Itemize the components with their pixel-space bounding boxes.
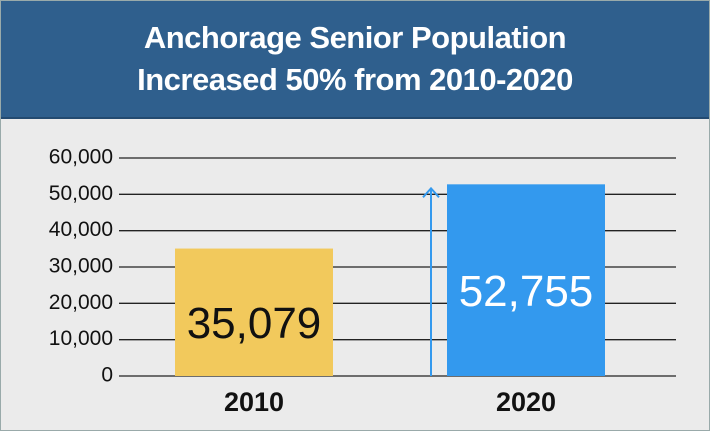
value-label: 52,755 bbox=[459, 267, 594, 316]
y-tick-label: 60,000 bbox=[49, 146, 113, 169]
bar bbox=[447, 184, 605, 376]
y-tick-label: 10,000 bbox=[49, 327, 113, 350]
chart-title: Anchorage Senior Population Increased 50… bbox=[137, 20, 573, 97]
x-tick-label: 2010 bbox=[224, 387, 284, 417]
header: Anchorage Senior Population Increased 50… bbox=[1, 1, 709, 119]
bar bbox=[175, 248, 333, 376]
y-tick-label: 20,000 bbox=[49, 291, 113, 314]
growth-arrow-head bbox=[422, 186, 440, 198]
value-label: 35,079 bbox=[187, 299, 322, 348]
y-tick-label: 50,000 bbox=[49, 182, 113, 205]
x-tick-label: 2020 bbox=[496, 387, 556, 417]
y-tick-label: 0 bbox=[101, 364, 113, 387]
y-tick-label: 40,000 bbox=[49, 218, 113, 241]
y-tick-label: 30,000 bbox=[49, 255, 113, 278]
